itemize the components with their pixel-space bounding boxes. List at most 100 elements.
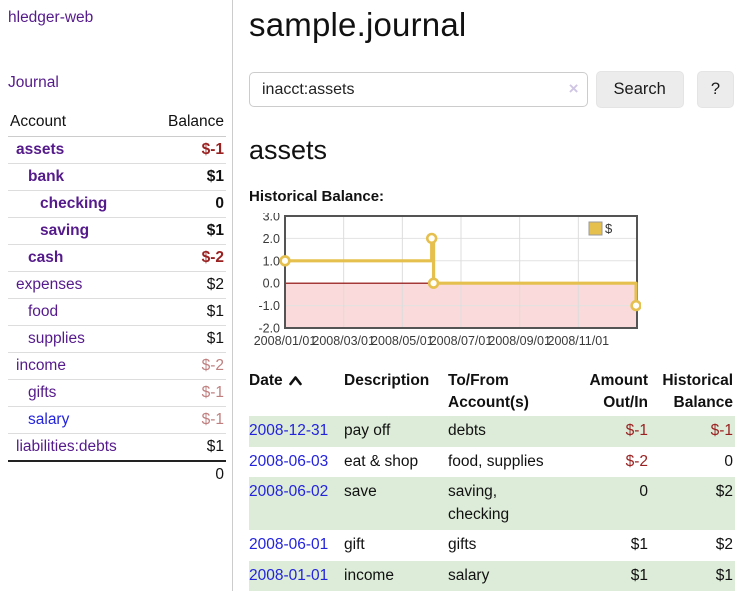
accounts-total-value: 0 bbox=[149, 460, 226, 488]
account-link[interactable]: cash bbox=[28, 249, 64, 266]
svg-text:2.0: 2.0 bbox=[263, 232, 280, 246]
account-balance: 0 bbox=[149, 190, 226, 218]
brand-link[interactable]: hledger-web bbox=[8, 9, 94, 26]
sidebar-nav: Journal bbox=[8, 74, 226, 92]
account-row: supplies $1 bbox=[8, 325, 226, 353]
transaction-row: 2008-01-01 income salary $1 $1 bbox=[249, 560, 735, 591]
account-row: expenses $2 bbox=[8, 271, 226, 299]
transaction-amount: $-1 bbox=[625, 422, 648, 440]
register-table: Date Description To/From Account(s) Amount … bbox=[249, 367, 735, 591]
transaction-balance: $2 bbox=[715, 483, 733, 501]
svg-text:2008/11/01: 2008/11/01 bbox=[548, 334, 610, 348]
account-link[interactable]: supplies bbox=[28, 330, 85, 347]
account-balance: $-1 bbox=[201, 141, 224, 158]
register-header-description: Description bbox=[344, 372, 430, 389]
account-link[interactable]: expenses bbox=[16, 276, 83, 293]
svg-text:2008/05/01: 2008/05/01 bbox=[371, 334, 434, 348]
account-row: gifts $-1 bbox=[8, 379, 226, 407]
transaction-balance: $2 bbox=[715, 536, 733, 554]
account-balance: $1 bbox=[149, 163, 226, 191]
svg-text:2008/03/01: 2008/03/01 bbox=[312, 334, 375, 348]
account-link[interactable]: assets bbox=[16, 141, 65, 158]
svg-text:2008/09/01: 2008/09/01 bbox=[488, 334, 551, 348]
svg-text:$: $ bbox=[605, 221, 613, 236]
transaction-accounts: gifts bbox=[448, 536, 477, 554]
account-balance: $-1 bbox=[149, 379, 226, 407]
svg-text:2008/07/01: 2008/07/01 bbox=[430, 334, 493, 348]
account-row: salary $-1 bbox=[8, 406, 226, 434]
transaction-row: 2008-06-03 eat & shop food, supplies $-2 0 bbox=[249, 447, 735, 477]
account-link[interactable]: food bbox=[28, 303, 59, 320]
account-balance: $1 bbox=[149, 433, 226, 461]
account-balance: $-2 bbox=[149, 244, 226, 272]
historical-balance-chart: $3.0 2.0 1.0 0.0 -1.0 -2.0 2008/01/01 2008/03/0… bbox=[249, 210, 734, 353]
account-link[interactable]: salary bbox=[28, 411, 70, 428]
register-header-row: Date Description To/From Account(s) Amount … bbox=[249, 367, 735, 416]
svg-text:3.0: 3.0 bbox=[263, 213, 280, 224]
accounts-header-row: Account Balance bbox=[8, 108, 226, 137]
account-link[interactable]: gifts bbox=[28, 384, 57, 401]
account-balance: $1 bbox=[149, 325, 226, 353]
svg-text:-2.0: -2.0 bbox=[258, 322, 280, 336]
transaction-balance: $1 bbox=[715, 566, 733, 584]
help-button[interactable]: ? bbox=[696, 71, 734, 108]
transaction-description: eat & shop bbox=[344, 452, 419, 470]
transaction-balance: 0 bbox=[724, 452, 733, 470]
transaction-amount: $1 bbox=[630, 566, 648, 584]
transaction-date-link[interactable]: 2008-06-03 bbox=[249, 452, 329, 470]
svg-text:1.0: 1.0 bbox=[263, 254, 280, 268]
register-header-to-from-account-s-: To/From Account(s) bbox=[448, 372, 529, 411]
account-link[interactable]: bank bbox=[28, 168, 65, 185]
accounts-table: Account Balance assets $-1 bank $1 checking 0… bbox=[8, 108, 226, 488]
transaction-description: income bbox=[344, 566, 394, 584]
clear-search-icon[interactable]: × bbox=[568, 79, 579, 98]
account-row: assets $-1 bbox=[8, 137, 226, 164]
account-row: food $1 bbox=[8, 298, 226, 326]
account-balance: $-1 bbox=[149, 406, 226, 434]
transaction-accounts: food, supplies bbox=[448, 452, 544, 470]
transaction-date-link[interactable]: 2008-12-31 bbox=[249, 422, 329, 440]
transaction-amount: $-2 bbox=[625, 452, 648, 470]
transaction-description: save bbox=[344, 483, 377, 501]
account-link[interactable]: checking bbox=[40, 195, 108, 212]
account-balance: $-2 bbox=[149, 352, 226, 380]
accounts-total-row: 0 bbox=[8, 460, 226, 488]
register-header-historical-balance: Historical Balance bbox=[662, 372, 733, 411]
transaction-date-link[interactable]: 2008-01-01 bbox=[249, 566, 329, 584]
transaction-balance: $-1 bbox=[710, 422, 733, 440]
transaction-accounts: debts bbox=[448, 422, 486, 440]
register-header-date[interactable]: Date bbox=[249, 367, 344, 416]
accounts-header-account: Account bbox=[8, 108, 150, 137]
sidebar-item-journal[interactable]: Journal bbox=[8, 74, 59, 91]
chart-title: Historical Balance: bbox=[249, 188, 385, 205]
account-row: liabilities:debts $1 bbox=[8, 433, 226, 461]
search-box: × bbox=[249, 72, 588, 107]
account-row: cash $-2 bbox=[8, 244, 226, 272]
chart-legend: $ bbox=[588, 221, 613, 236]
svg-text:0.0: 0.0 bbox=[263, 277, 280, 291]
search-form: × Search ? bbox=[249, 71, 734, 108]
transaction-row: 2008-12-31 pay off debts $-1 $-1 bbox=[249, 416, 735, 447]
account-link[interactable]: saving bbox=[40, 222, 90, 239]
transaction-row: 2008-06-02 save saving, checking 0 $2 bbox=[249, 477, 735, 531]
search-input[interactable] bbox=[249, 72, 588, 107]
transaction-date-link[interactable]: 2008-06-01 bbox=[249, 536, 329, 554]
svg-text:-1.0: -1.0 bbox=[258, 299, 280, 313]
transaction-accounts: saving, checking bbox=[448, 483, 510, 523]
account-row: income $-2 bbox=[8, 352, 226, 380]
search-button[interactable]: Search bbox=[595, 71, 684, 108]
account-row: checking 0 bbox=[8, 190, 226, 218]
transaction-amount: $1 bbox=[630, 536, 648, 554]
account-link[interactable]: income bbox=[16, 357, 66, 374]
transaction-date-link[interactable]: 2008-06-02 bbox=[249, 483, 329, 501]
account-row: saving $1 bbox=[8, 217, 226, 245]
account-balance: $1 bbox=[149, 298, 226, 326]
main-content: sample.journal × Search ? assets Histori… bbox=[233, 0, 742, 591]
transaction-row: 2008-06-01 gift gifts $1 $2 bbox=[249, 530, 735, 560]
chart-svg: $3.0 2.0 1.0 0.0 -1.0 -2.02008/01/012008/03/0… bbox=[254, 210, 642, 348]
transaction-accounts: salary bbox=[448, 566, 490, 584]
account-row: bank $1 bbox=[8, 163, 226, 191]
account-link[interactable]: liabilities:debts bbox=[16, 438, 117, 455]
account-balance: $1 bbox=[149, 217, 226, 245]
